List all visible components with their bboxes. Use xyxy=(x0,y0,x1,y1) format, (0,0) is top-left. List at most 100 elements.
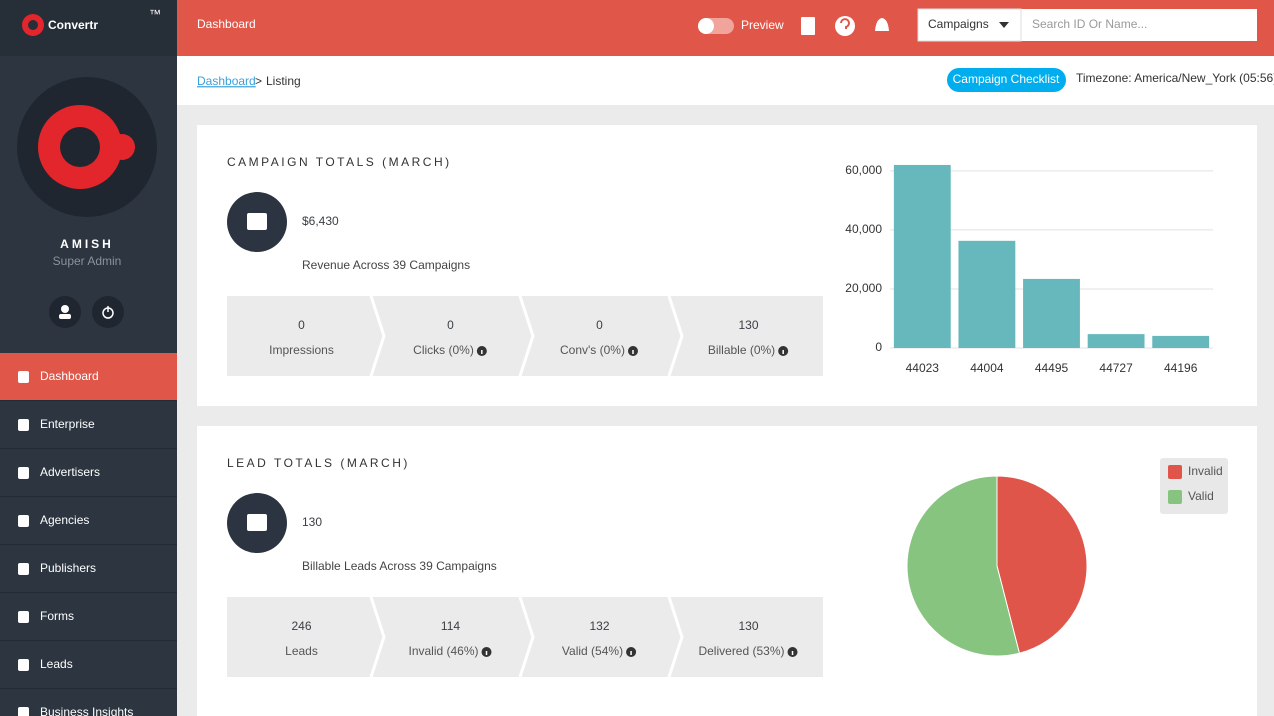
nav-item[interactable] xyxy=(0,401,177,448)
logo-icon-hole xyxy=(28,20,38,30)
help-button[interactable] xyxy=(835,16,855,36)
x-tick-label: 44727 xyxy=(1099,361,1133,375)
toggle-knob xyxy=(698,18,714,34)
nav-icon xyxy=(18,371,29,383)
dropdown-caret xyxy=(999,22,1009,28)
nav-item[interactable] xyxy=(0,449,177,496)
stat-label: Clicks (0%) xyxy=(413,343,474,357)
stat-label: Billable (0%) xyxy=(708,343,775,357)
notes-button[interactable] xyxy=(801,17,815,35)
legend-label: Valid xyxy=(1188,489,1214,503)
x-tick-label: 44023 xyxy=(906,361,940,375)
y-tick-label: 20,000 xyxy=(845,281,882,295)
legend-swatch xyxy=(1168,465,1182,479)
nav-label: Dashboard xyxy=(40,369,99,383)
nav-item[interactable] xyxy=(0,593,177,640)
legend-label: Invalid xyxy=(1188,464,1223,478)
breadcrumb-link[interactable]: Dashboard xyxy=(197,74,256,88)
stat-value: 114 xyxy=(441,619,460,633)
breadcrumb-separator: > xyxy=(255,74,262,88)
bar xyxy=(1087,334,1145,348)
stat-label: Delivered (53%) xyxy=(698,644,784,658)
profile-icon-body xyxy=(59,314,71,319)
nav-icon xyxy=(18,707,29,716)
stat-chevron xyxy=(667,596,684,678)
panel-title: CAMPAIGN TOTALS (MARCH) xyxy=(227,155,452,169)
checklist-label: Campaign Checklist xyxy=(953,72,1060,86)
nav-item[interactable] xyxy=(0,545,177,592)
x-tick-label: 44196 xyxy=(1164,361,1198,375)
stat-value: 0 xyxy=(298,318,305,332)
panel-amount: 130 xyxy=(302,515,322,529)
nav-label: Enterprise xyxy=(40,417,95,431)
content: CAMPAIGN TOTALS (MARCH) $6,430 Revenue Acr… xyxy=(227,155,1228,678)
timezone: Timezone: America/New_York (05:56) xyxy=(1076,71,1274,85)
nav-item[interactable] xyxy=(0,353,177,400)
stat-label: Valid (54%) xyxy=(562,644,623,658)
avatar-logo-dot xyxy=(109,134,135,160)
nav-icon xyxy=(18,515,29,527)
stat-value: 130 xyxy=(738,619,758,633)
x-tick-label: 44004 xyxy=(970,361,1004,375)
user-name: AMISH xyxy=(60,237,114,251)
stat-value: 132 xyxy=(589,619,609,633)
nav-icon xyxy=(18,467,29,479)
nav-item[interactable] xyxy=(0,497,177,544)
bar xyxy=(893,164,951,348)
pie-slice xyxy=(996,475,1088,654)
panel-subtitle: Billable Leads Across 39 Campaigns xyxy=(302,559,497,573)
avatar-logo-hole xyxy=(60,127,100,167)
nav-icon xyxy=(18,611,29,623)
nav-label: Business Insights xyxy=(40,705,133,716)
panel-icon-glyph xyxy=(247,514,267,531)
stat-value: 130 xyxy=(738,318,758,332)
stat-label: Impressions xyxy=(269,343,334,357)
user-role: Super Admin xyxy=(53,254,122,268)
profile-icon xyxy=(61,305,69,313)
brand: Convertr xyxy=(48,18,98,32)
nav-label: Leads xyxy=(40,657,73,671)
stat-label: Conv's (0%) xyxy=(560,343,625,357)
panel-title: LEAD TOTALS (MARCH) xyxy=(227,456,410,470)
panel-icon-glyph xyxy=(247,213,267,230)
notifications-button[interactable] xyxy=(875,18,889,31)
stat-chevron xyxy=(369,596,386,678)
stat-label: Leads xyxy=(285,644,318,658)
bar xyxy=(1023,278,1080,348)
dropdown-label: Campaigns xyxy=(928,17,989,31)
help-glyph xyxy=(840,18,850,29)
nav-label: Agencies xyxy=(40,513,89,527)
search-placeholder: Search ID Or Name... xyxy=(1032,17,1147,31)
nav-icon xyxy=(18,563,29,575)
stat-value: 246 xyxy=(291,619,311,633)
nav-label: Publishers xyxy=(40,561,96,575)
nav: Dashboard Enterprise Advertisers Agencies Pu… xyxy=(0,353,177,716)
nav-item[interactable] xyxy=(0,689,177,716)
brand-mark: ™ xyxy=(149,7,161,21)
nav-label: Advertisers xyxy=(40,465,100,479)
panel-subtitle: Revenue Across 39 Campaigns xyxy=(302,258,470,272)
stat-label: Invalid (46%) xyxy=(408,644,478,658)
breadcrumb-bar xyxy=(177,56,1274,105)
panel-amount: $6,430 xyxy=(302,214,339,228)
stat-chevron xyxy=(369,295,386,377)
pie-slice xyxy=(906,475,1020,657)
nav-label: Forms xyxy=(40,609,74,623)
x-tick-label: 44495 xyxy=(1035,361,1069,375)
breadcrumb-current: Listing xyxy=(266,74,301,88)
legend-swatch xyxy=(1168,490,1182,504)
y-tick-label: 40,000 xyxy=(845,222,882,236)
checklist-button[interactable] xyxy=(947,68,1066,92)
nav-icon xyxy=(18,419,29,431)
nav-icon xyxy=(18,659,29,671)
preview-label: Preview xyxy=(741,18,784,32)
y-tick-label: 60,000 xyxy=(845,163,882,177)
stat-value: 0 xyxy=(596,318,603,332)
bar xyxy=(1152,335,1210,348)
y-tick-label: 0 xyxy=(875,340,882,354)
bar xyxy=(958,240,1016,348)
stat-value: 0 xyxy=(447,318,454,332)
search-input[interactable] xyxy=(1022,9,1257,41)
nav-item[interactable] xyxy=(0,641,177,688)
